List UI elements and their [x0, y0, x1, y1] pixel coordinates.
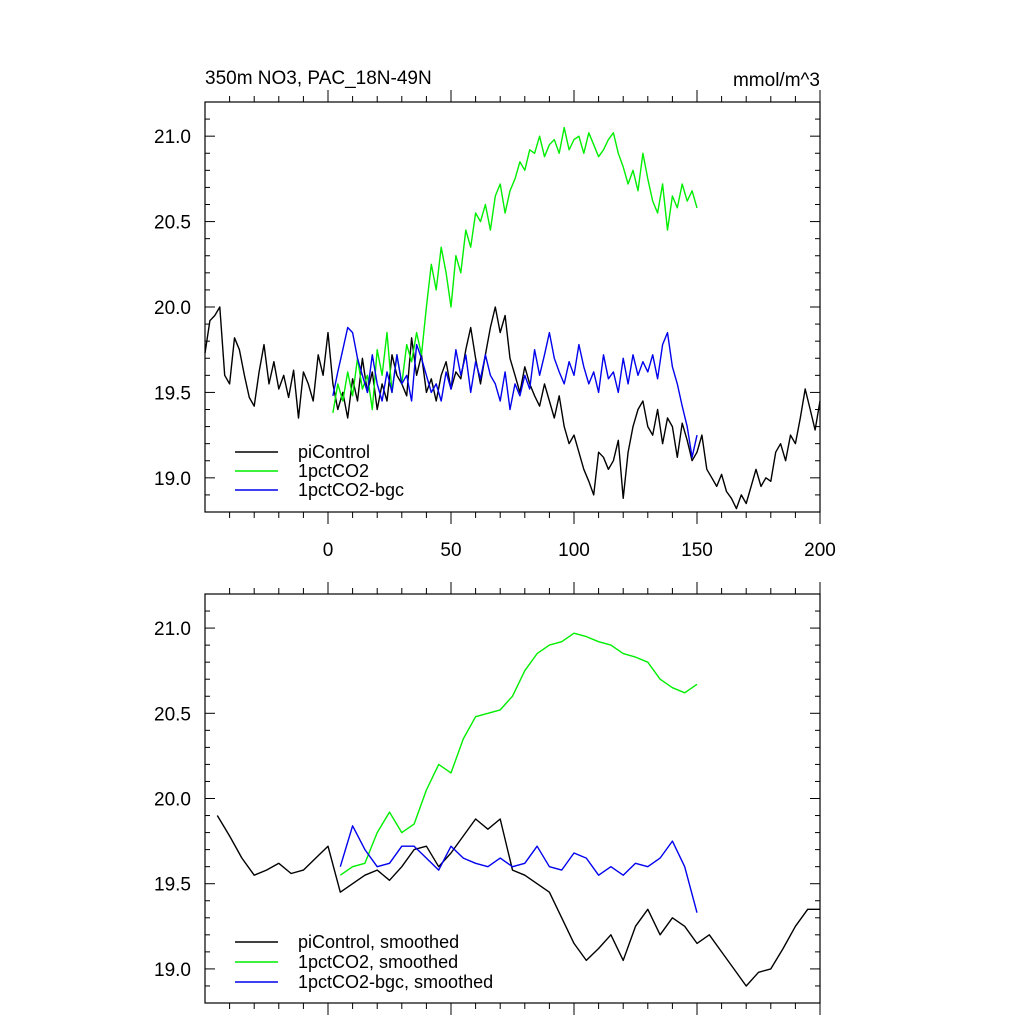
- x-tick-label: 100: [558, 540, 590, 561]
- legend-label: 1pctCO2: [298, 461, 369, 481]
- series-line-picontrol-smoothed: [216, 815, 820, 987]
- top-panel: 350m NO3, PAC_18N-49N mmol/m^3 19.0 19.5 2…: [154, 68, 836, 561]
- x-tick-label: 150: [681, 540, 713, 561]
- series-line-1pctco2-smoothed: [339, 632, 698, 876]
- y-tick-label: 21.0: [154, 127, 191, 148]
- chart-title: 350m NO3, PAC_18N-49N: [205, 68, 432, 89]
- x-tick-label: 200: [804, 540, 836, 561]
- y-tick-label: 19.5: [154, 383, 191, 404]
- x-tick-label: 0: [323, 540, 334, 561]
- series-line-picontrol: [204, 306, 821, 510]
- legend-label: 1pctCO2, smoothed: [298, 952, 458, 972]
- legend-label: 1pctCO2-bgc: [298, 480, 404, 500]
- y-tick-label: 19.5: [154, 875, 191, 896]
- series-line-1pctco2-bgc: [332, 326, 698, 458]
- series-line-1pctco2: [332, 126, 698, 414]
- legend-label: piControl: [298, 442, 370, 462]
- y-tick-label: 19.0: [154, 469, 191, 490]
- units-label: mmol/m^3: [733, 70, 820, 91]
- y-tick-label: 20.5: [154, 704, 191, 725]
- x-tick-label: 50: [440, 540, 461, 561]
- legend-label: 1pctCO2-bgc, smoothed: [298, 972, 493, 992]
- y-tick-label: 21.0: [154, 619, 191, 640]
- y-tick-label: 20.0: [154, 790, 191, 811]
- series-line-1pctco2-bgc-smoothed: [339, 825, 698, 913]
- y-tick-label: 20.0: [154, 298, 191, 319]
- legend-label: piControl, smoothed: [298, 932, 459, 952]
- y-tick-label: 19.0: [154, 960, 191, 981]
- y-tick-label: 20.5: [154, 213, 191, 234]
